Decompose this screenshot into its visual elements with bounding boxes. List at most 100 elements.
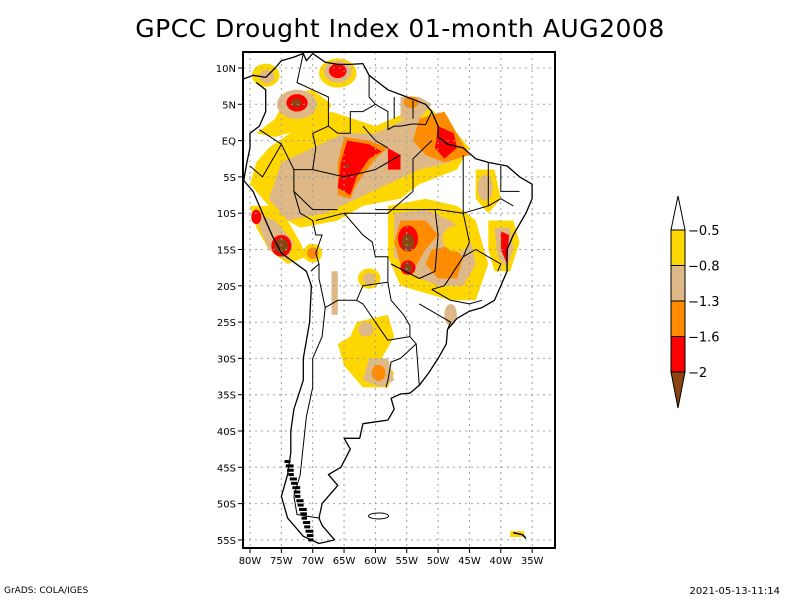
y-tick-label: 20S xyxy=(217,282,236,293)
border-state xyxy=(431,155,470,290)
south-georgia xyxy=(513,531,527,539)
drought-area xyxy=(403,96,419,108)
fjord-islands xyxy=(284,460,291,464)
coastline-and-borders xyxy=(243,52,533,545)
y-tick-label: 30S xyxy=(217,354,236,365)
coastline xyxy=(243,52,533,545)
y-tick-label: 50S xyxy=(217,500,236,511)
map-frame xyxy=(242,51,556,549)
drought-area xyxy=(331,271,338,315)
drought-area xyxy=(291,98,302,108)
y-tick-label: 55S xyxy=(217,536,236,547)
colorbar-level-label: −0.8 xyxy=(688,260,720,275)
drought-area xyxy=(251,209,262,225)
fjord-islands xyxy=(287,468,294,472)
fjord-islands xyxy=(292,486,301,490)
x-tick-label: 70W xyxy=(301,556,324,567)
drought-area xyxy=(337,140,382,196)
border-state xyxy=(312,154,401,178)
border-state xyxy=(390,209,439,279)
x-axis: 80W 75W 70W 65W 60W 55W 50W 45W 40W 35W xyxy=(239,548,544,567)
border-state xyxy=(500,166,520,192)
drought-area xyxy=(345,163,350,169)
y-tick-label: 15S xyxy=(217,246,236,257)
y-tick-label: 35S xyxy=(217,391,236,402)
y-axis: 10N 5N EQ 5S 10S 15S 20S 25S 30S 35S 40S 45S 50S 55S xyxy=(216,64,243,547)
fjord-islands xyxy=(308,538,314,542)
y-tick-label: 5N xyxy=(222,100,236,111)
y-tick-label: 10N xyxy=(216,64,236,75)
x-tick-label: 50W xyxy=(427,556,450,567)
colorbar-level-label: −2 xyxy=(688,366,707,381)
colorbar-level-label: −0.5 xyxy=(688,224,720,239)
fjord-islands xyxy=(300,512,307,516)
fjord-islands xyxy=(304,525,311,529)
fjord-islands xyxy=(298,507,307,511)
y-tick-label: 45S xyxy=(217,463,236,474)
border-state xyxy=(419,303,452,330)
border-guianas xyxy=(375,103,433,131)
x-tick-label: 55W xyxy=(395,556,418,567)
border-state xyxy=(362,125,389,149)
drought-area xyxy=(442,225,472,252)
border-state xyxy=(462,249,502,272)
x-tick-label: 40W xyxy=(489,556,512,567)
border-uruguay-n xyxy=(385,336,417,388)
colorbar-level-label: −1.6 xyxy=(688,331,720,346)
x-tick-label: 80W xyxy=(239,556,262,567)
colorbar-bin xyxy=(670,336,686,373)
fjord-islands xyxy=(297,503,304,507)
border-colombia xyxy=(259,53,329,171)
fjord-islands xyxy=(289,477,297,481)
border-state xyxy=(431,288,483,305)
border-ecuador-peru xyxy=(249,143,282,178)
y-tick-label: 25S xyxy=(217,318,236,329)
drought-area xyxy=(477,174,493,201)
fjord-islands xyxy=(293,490,301,494)
colorbar-lower-triangle xyxy=(670,371,686,409)
colorbar-level-label: −1.3 xyxy=(688,295,720,310)
fjord-islands xyxy=(306,534,314,538)
fjord-islands xyxy=(301,516,308,520)
border-state xyxy=(344,140,433,214)
border-uruguay-e xyxy=(415,343,420,386)
fjord-islands xyxy=(305,529,314,533)
timestamp: 2021-05-13-11:14 xyxy=(689,586,780,597)
border-state xyxy=(375,209,464,214)
colorbar-bin xyxy=(670,300,686,337)
border-bolivia xyxy=(315,212,389,309)
colorbar-legend: −0.5 −0.8 −1.3 −1.6 −2 xyxy=(670,195,720,409)
chart-title: GPCC Drought Index 01-month AUG2008 xyxy=(135,14,665,43)
fjord-islands xyxy=(288,473,294,477)
fjord-islands xyxy=(291,481,298,485)
colorbar-bin xyxy=(670,229,686,266)
colorbar-bin xyxy=(670,265,686,302)
drought-area xyxy=(358,322,374,337)
drought-area xyxy=(362,272,376,285)
x-tick-label: 75W xyxy=(270,556,293,567)
colorbar-upper-triangle xyxy=(670,195,686,231)
y-tick-label: 10S xyxy=(217,209,236,220)
x-tick-label: 35W xyxy=(521,556,544,567)
border-venezuela xyxy=(328,75,376,134)
fjord-islands xyxy=(296,499,304,503)
border-state xyxy=(463,198,514,214)
border-andes xyxy=(293,307,326,519)
x-tick-label: 60W xyxy=(364,556,387,567)
fjord-islands xyxy=(285,464,294,468)
fjord-islands xyxy=(302,521,311,525)
fjord-islands xyxy=(295,494,301,498)
drought-area xyxy=(371,364,386,381)
x-tick-label: 65W xyxy=(333,556,356,567)
y-tick-label: 5S xyxy=(223,173,236,184)
drought-area xyxy=(403,262,413,273)
grads-credit: GrADS: COLA/IGES xyxy=(4,586,89,596)
y-tick-label: EQ xyxy=(222,137,236,148)
x-tick-label: 45W xyxy=(458,556,481,567)
border-peru-brazil-bolivia xyxy=(293,169,323,272)
drought-area xyxy=(307,247,319,259)
drought-area xyxy=(401,233,415,251)
falkland-islands xyxy=(368,512,390,520)
drought-area xyxy=(329,63,347,79)
